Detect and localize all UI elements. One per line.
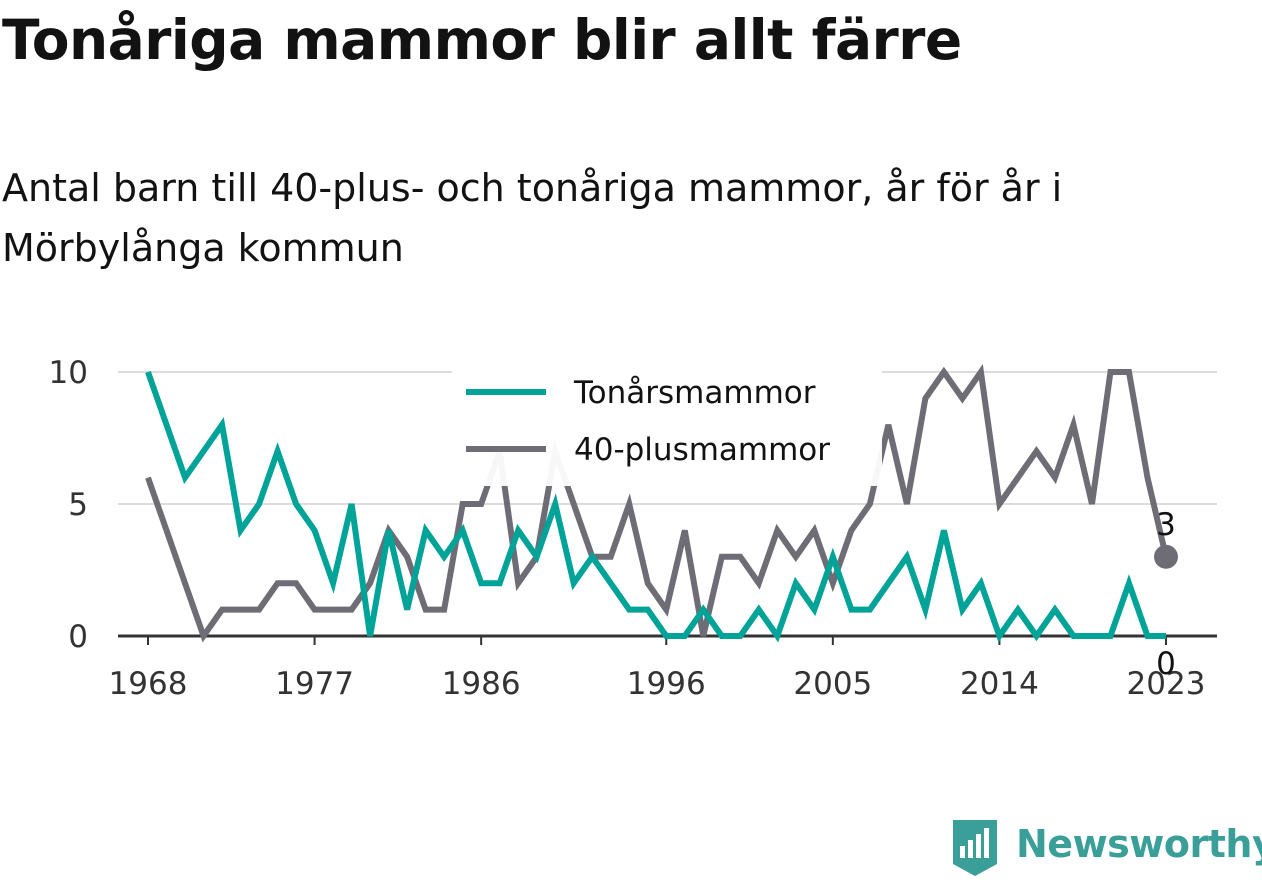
series-line-tonarsmammor bbox=[145, 371, 1166, 643]
newsworthy-brand: Newsworthy bbox=[950, 818, 1262, 880]
x-tick-label: 1996 bbox=[627, 666, 706, 700]
x-tick-label: 1968 bbox=[109, 666, 188, 700]
chart-title: Tonåriga mammor blir allt färre bbox=[2, 8, 962, 72]
x-tick-label: 2014 bbox=[960, 666, 1039, 700]
legend-label: 40-plusmammor bbox=[574, 432, 830, 468]
legend-box bbox=[452, 368, 882, 486]
newsworthy-logo-icon bbox=[953, 820, 997, 876]
line-chart: 0 5 10 1968 1977 1986 1996 2005 2014 2023 Tonårsm… bbox=[49, 355, 1217, 700]
y-tick-label: 10 bbox=[49, 355, 88, 391]
legend-label: Tonårsmammor bbox=[573, 375, 816, 411]
end-point-40-plusmammor bbox=[1154, 544, 1178, 569]
x-tick-label: 1986 bbox=[442, 666, 521, 700]
axes: 0 5 10 1968 1977 1986 1996 2005 2014 2023 bbox=[49, 355, 1217, 700]
series-line-40-plusmammor bbox=[145, 364, 1169, 643]
y-tick-label: 5 bbox=[68, 487, 88, 523]
y-tick-label: 0 bbox=[68, 619, 88, 655]
brand-name: Newsworthy bbox=[1016, 822, 1262, 866]
x-tick-label: 1977 bbox=[275, 666, 354, 700]
end-label-tonarsmammor: 0 bbox=[1156, 646, 1176, 682]
chart-subtitle: Antal barn till 40-plus- och tonåriga ma… bbox=[2, 166, 1063, 270]
end-label-40-plusmammor: 3 bbox=[1156, 507, 1176, 543]
x-tick-label: 2005 bbox=[793, 666, 872, 700]
end-labels: 03 bbox=[1154, 507, 1178, 682]
series-lines bbox=[145, 364, 1169, 643]
legend: Tonårsmammor 40-plusmammor bbox=[452, 368, 882, 486]
x-tick-label: 2023 bbox=[1127, 666, 1206, 700]
